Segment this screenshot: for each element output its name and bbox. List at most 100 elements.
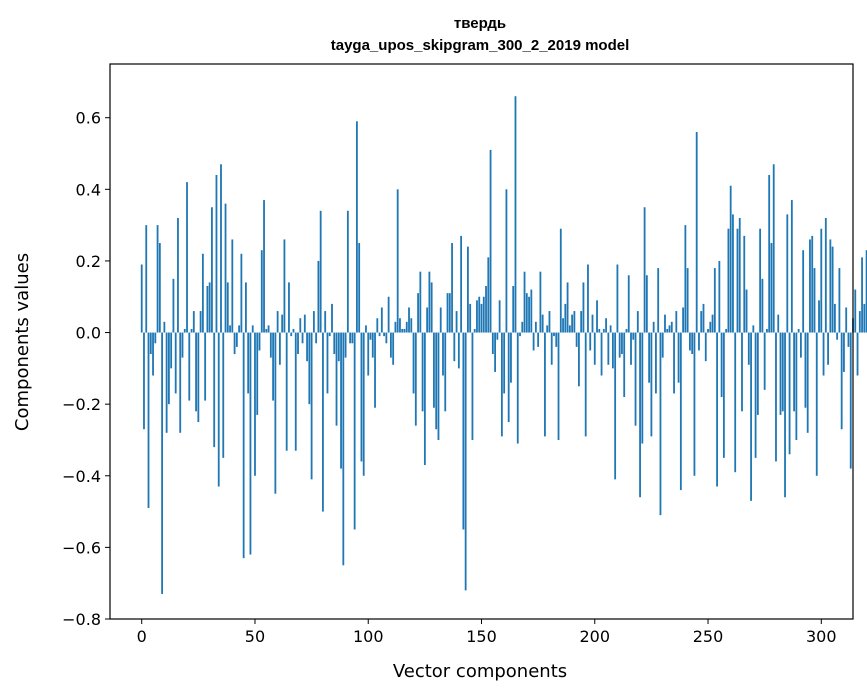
y-axis-label: Components values <box>12 253 33 431</box>
bar <box>371 332 374 358</box>
bar <box>417 293 419 333</box>
bar <box>177 217 179 333</box>
bar <box>759 228 762 333</box>
bar <box>306 332 308 362</box>
bar <box>161 332 164 594</box>
y-tick-label: −0.6 <box>62 538 101 557</box>
bar <box>863 303 866 333</box>
bar <box>650 332 653 437</box>
bar <box>170 332 173 369</box>
bar <box>700 311 703 333</box>
y-tick-label: 0.4 <box>76 180 101 199</box>
bar <box>668 325 671 333</box>
bar <box>229 325 231 333</box>
bar <box>602 328 605 333</box>
bar <box>519 332 521 337</box>
bar <box>664 314 666 333</box>
bar <box>351 332 354 344</box>
bar <box>655 332 657 394</box>
bar <box>451 243 453 333</box>
bar <box>679 332 682 491</box>
bar <box>455 311 458 333</box>
bar <box>727 228 730 333</box>
bar <box>204 332 207 401</box>
bar <box>197 332 200 423</box>
bar <box>324 311 327 333</box>
bar <box>865 250 867 333</box>
bar <box>548 311 551 333</box>
bar <box>396 189 399 333</box>
bar <box>165 332 168 433</box>
x-tick-label: 300 <box>806 627 837 646</box>
bar <box>385 332 388 344</box>
bar <box>747 332 750 365</box>
bar <box>378 332 381 337</box>
bar <box>487 257 490 333</box>
bar <box>813 268 816 333</box>
bar <box>797 328 800 333</box>
bar <box>326 332 329 394</box>
bar <box>442 332 444 376</box>
bar <box>328 332 331 337</box>
bar <box>374 332 376 408</box>
bar <box>641 332 644 444</box>
bar <box>827 332 829 365</box>
x-tick-label: 250 <box>693 627 724 646</box>
bar <box>283 239 286 333</box>
bar <box>498 300 501 333</box>
bar <box>711 314 714 333</box>
bar <box>201 253 204 333</box>
bar <box>790 200 793 333</box>
bar <box>575 332 578 347</box>
bar <box>342 332 345 566</box>
bar <box>661 332 664 358</box>
bar <box>414 332 417 426</box>
bar <box>403 328 406 333</box>
bar <box>704 332 707 362</box>
x-axis-label: Vector components <box>393 661 567 682</box>
bar <box>793 332 796 412</box>
bar <box>405 321 408 333</box>
bar <box>251 325 254 333</box>
bar <box>677 332 680 383</box>
bar <box>437 332 440 440</box>
bar <box>467 246 469 333</box>
bar <box>489 149 492 333</box>
bar <box>421 332 424 412</box>
bar <box>639 332 641 498</box>
bar <box>446 293 449 333</box>
bar <box>181 332 184 358</box>
bar <box>611 332 614 369</box>
bar <box>322 332 324 512</box>
bar <box>605 318 607 333</box>
bar <box>172 278 175 333</box>
bar <box>559 228 562 333</box>
bar <box>666 328 669 333</box>
bar <box>263 200 265 333</box>
bar <box>566 282 569 333</box>
bar <box>709 321 712 333</box>
bar <box>670 321 673 333</box>
bar <box>607 332 610 365</box>
bar <box>768 175 771 333</box>
bar <box>512 286 515 333</box>
bar <box>811 235 814 333</box>
bar <box>577 332 580 387</box>
bar <box>430 282 433 333</box>
bar <box>525 293 528 333</box>
bar <box>521 321 524 333</box>
bar <box>754 332 757 458</box>
bar <box>584 332 587 437</box>
y-tick-label: −0.8 <box>62 610 101 629</box>
bar <box>362 332 365 476</box>
bar <box>856 332 859 376</box>
bar <box>410 318 413 333</box>
bar <box>491 332 494 355</box>
bar <box>591 314 594 333</box>
bar <box>702 303 705 333</box>
bar <box>514 96 517 333</box>
bar <box>335 332 338 426</box>
bar <box>387 296 390 333</box>
bar <box>220 164 222 333</box>
